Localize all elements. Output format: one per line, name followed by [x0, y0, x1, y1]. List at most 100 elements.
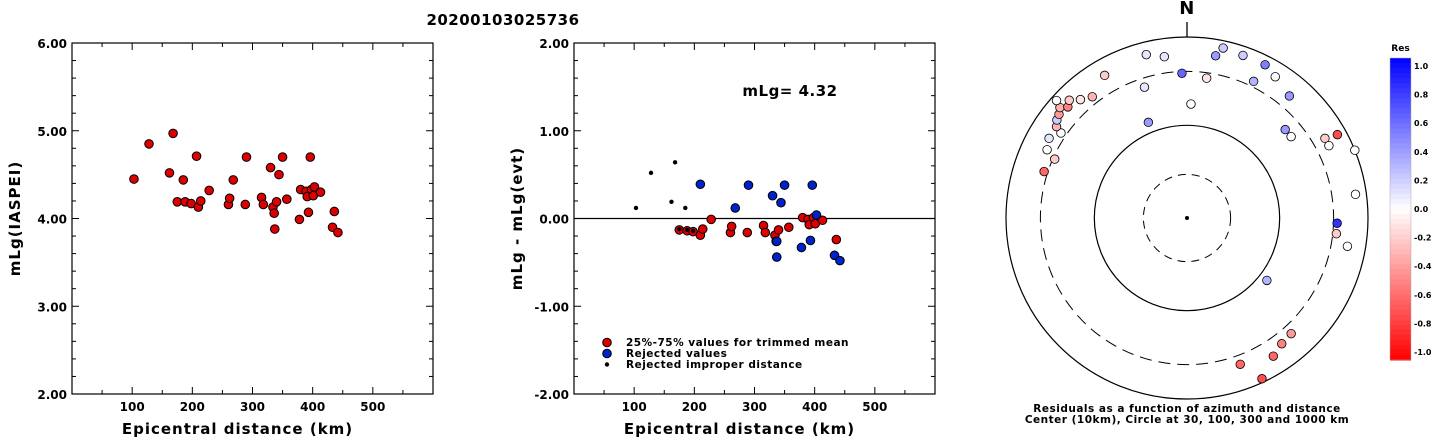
- colorbar-segment: [1390, 344, 1411, 351]
- colorbar-segment: [1390, 284, 1411, 291]
- station-residual-point: [1218, 43, 1228, 53]
- colorbar-segment: [1390, 103, 1411, 109]
- y-tick-label: 2.00: [37, 388, 67, 402]
- colorbar-segment: [1390, 153, 1411, 160]
- improper-distance-point: [648, 170, 654, 176]
- trimmed-mean-point: [742, 227, 753, 238]
- colorbar-tick-label: -0.6: [1414, 291, 1432, 300]
- data-point: [172, 197, 183, 207]
- colorbar-tick-label: 0.4: [1414, 148, 1429, 157]
- data-point: [305, 152, 316, 162]
- data-point: [240, 199, 251, 210]
- data-point: [129, 174, 139, 184]
- colorbar-segment: [1390, 234, 1411, 240]
- data-point: [228, 175, 239, 185]
- colorbar-segment: [1390, 319, 1411, 326]
- station-residual-point: [1039, 166, 1049, 177]
- rejected-point: [779, 180, 790, 190]
- x-tick-label: 400: [802, 400, 827, 414]
- legend-marker-improper: [604, 362, 610, 367]
- station-residual-point: [1159, 51, 1170, 62]
- colorbar-segment: [1390, 178, 1411, 185]
- station-residual-point: [1257, 374, 1267, 384]
- trimmed-mean-point: [760, 227, 771, 238]
- data-point: [224, 193, 235, 204]
- colorbar-segment: [1390, 123, 1411, 130]
- station-residual-point: [1087, 92, 1097, 102]
- colorbar-segment: [1390, 209, 1411, 215]
- y-tick-label: 3.00: [37, 300, 67, 314]
- station-residual-point: [1051, 95, 1062, 106]
- data-point: [315, 187, 326, 197]
- trimmed-mean-point: [706, 214, 716, 225]
- station-residual-point: [1139, 82, 1150, 92]
- colorbar-segment: [1390, 294, 1411, 301]
- colorbar-segment: [1390, 304, 1411, 311]
- station-residual-point: [1284, 91, 1295, 101]
- station-residual-point: [1262, 275, 1272, 286]
- station-residual-point: [1332, 129, 1343, 140]
- colorbar-tick-label: -0.2: [1414, 234, 1432, 243]
- y-tick-label: 6.00: [37, 37, 67, 51]
- improper-distance-point: [690, 228, 696, 233]
- colorbar-segment: [1390, 198, 1411, 205]
- ring-100km: [1093, 124, 1281, 312]
- ring-300km: [1039, 70, 1335, 366]
- colorbar-segment: [1390, 229, 1411, 235]
- rejected-point: [805, 235, 816, 246]
- data-point: [269, 208, 279, 219]
- station-residual-point: [1099, 70, 1110, 81]
- legend-marker: [602, 337, 612, 348]
- improper-distance-point: [677, 226, 682, 232]
- trimmed-mean-point: [726, 221, 737, 232]
- colorbar-segment: [1390, 334, 1411, 341]
- colorbar-segment: [1390, 128, 1411, 135]
- data-point: [168, 128, 178, 139]
- colorbar-segment: [1390, 354, 1411, 361]
- legend-marker: [602, 348, 612, 359]
- caption-line-2: Center (10km), Circle at 30, 100, 300 an…: [1025, 414, 1349, 426]
- data-point: [195, 196, 206, 206]
- colorbar-segment: [1390, 314, 1411, 321]
- station-residual-point: [1042, 145, 1052, 155]
- improper-distance-point: [633, 205, 639, 211]
- colorbar-segment: [1390, 93, 1411, 99]
- station-residual-point: [1268, 351, 1279, 361]
- rejected-point: [807, 180, 818, 190]
- colorbar-segment: [1390, 224, 1411, 230]
- station-residual-point: [1238, 50, 1248, 61]
- panel-residual: 100 200 300 400 500 -2.00 -1.00 0.00 1.00 2.00 Epi…: [508, 37, 936, 438]
- y-tick-label: 4.00: [37, 213, 67, 227]
- station-residual-point: [1280, 124, 1290, 135]
- rejected-point: [771, 236, 782, 247]
- data-point: [274, 169, 284, 180]
- north-label: N: [1179, 0, 1195, 19]
- improper-distance-point: [683, 205, 688, 211]
- y-tick-label: -2.00: [534, 388, 569, 402]
- station-residual-point: [1320, 133, 1330, 144]
- colorbar-segment: [1390, 349, 1411, 356]
- colorbar-tick-label: 1.0: [1414, 62, 1429, 71]
- x-tick-label: 100: [622, 400, 647, 414]
- colorbar-segment: [1390, 329, 1411, 336]
- improper-distance-point: [684, 227, 690, 233]
- colorbar-segment: [1390, 88, 1411, 94]
- colorbar-segment: [1390, 133, 1411, 140]
- colorbar-segment: [1390, 244, 1411, 250]
- x-tick-label: 500: [360, 400, 385, 414]
- station-residual-point: [1270, 72, 1280, 82]
- trimmed-mean-point: [817, 215, 828, 226]
- panel-azimuth: N Residuals as a function of azimuth and …: [1005, 0, 1432, 426]
- rejected-point: [796, 242, 807, 253]
- colorbar-segment: [1390, 183, 1411, 190]
- x-tick-label: 300: [742, 400, 767, 414]
- trimmed-mean-point: [783, 222, 794, 233]
- colorbar-segment: [1390, 148, 1411, 155]
- colorbar-segment: [1390, 143, 1411, 150]
- colorbar-segment: [1390, 158, 1411, 165]
- rejected-point: [771, 252, 782, 262]
- data-point: [258, 199, 269, 210]
- station-residual-point: [1324, 140, 1334, 151]
- data-point: [144, 139, 154, 149]
- colorbar-segment: [1390, 108, 1411, 114]
